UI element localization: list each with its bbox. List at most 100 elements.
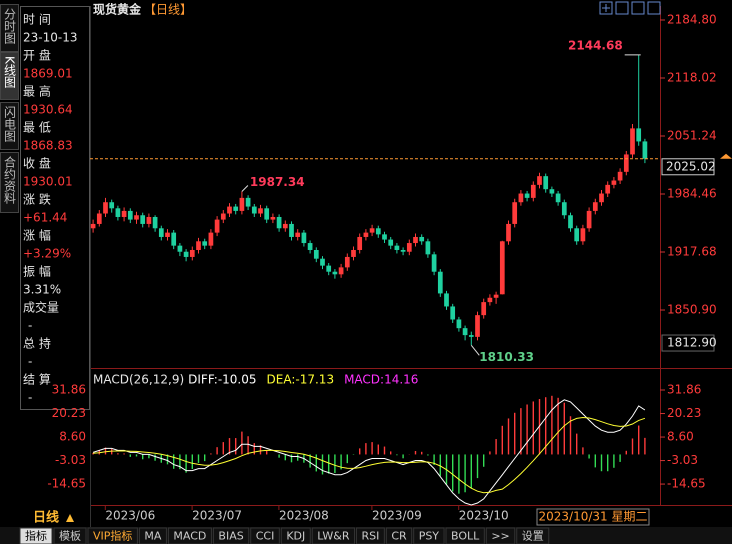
- info-text: 收 盘: [23, 156, 51, 171]
- tab-background[interactable]: [280, 527, 311, 544]
- candle-body: [338, 267, 344, 275]
- tab-label[interactable]: BOLL: [451, 530, 480, 543]
- y-tick-label-left: -3.03: [55, 453, 86, 467]
- tab-background[interactable]: [385, 527, 413, 544]
- y-tick-label: 31.86: [667, 383, 701, 397]
- x-tick-label: 2023/10: [459, 509, 509, 523]
- candle-body: [580, 228, 586, 242]
- sidebar-tab-label[interactable]: 闪电图: [3, 106, 17, 142]
- tab-label[interactable]: 模板: [59, 529, 81, 543]
- sidebar-tab-label[interactable]: K线图: [3, 56, 17, 88]
- tab-label[interactable]: KDJ: [286, 530, 305, 543]
- period-selector[interactable]: 日线: [33, 510, 59, 526]
- tab-label[interactable]: PSY: [419, 530, 440, 543]
- candle-body: [561, 202, 567, 216]
- tab-background[interactable]: [413, 527, 445, 544]
- candle-body: [289, 223, 294, 237]
- tab[interactable]: KDJ: [280, 527, 311, 544]
- tab-background[interactable]: [250, 527, 280, 544]
- candle-body: [406, 243, 412, 252]
- last-price-label: 2025.02: [666, 159, 716, 173]
- tab[interactable]: MACD: [167, 527, 212, 544]
- tab-label[interactable]: CR: [391, 530, 407, 543]
- tab-label[interactable]: >>: [491, 530, 509, 543]
- period-arrow[interactable]: [66, 514, 74, 522]
- candle-body: [245, 197, 251, 207]
- info-text: 1930.01: [23, 175, 73, 189]
- tab-label[interactable]: CCI: [256, 530, 275, 543]
- tab-background[interactable]: [138, 527, 167, 544]
- tab-background[interactable]: [53, 527, 87, 544]
- price-box: [661, 334, 715, 352]
- y-tick-label: 2118.02: [667, 70, 717, 84]
- candle-body: [208, 232, 214, 246]
- candle-body: [400, 249, 406, 252]
- annotation: 2144.68: [568, 38, 623, 52]
- sidebar-tab[interactable]: [0, 52, 19, 100]
- sidebar-tab-label[interactable]: 合约资料: [3, 155, 17, 204]
- tab[interactable]: BOLL: [445, 527, 485, 544]
- icon-crosshair[interactable]: [599, 1, 613, 15]
- tab[interactable]: 指标: [19, 527, 53, 544]
- tab-label[interactable]: BIAS: [218, 530, 243, 543]
- period-title: 【日线】: [144, 3, 192, 17]
- tab-background[interactable]: [19, 527, 53, 544]
- candle-body: [258, 208, 263, 214]
- sidebar-tab[interactable]: [0, 152, 19, 213]
- tab-label[interactable]: LW&R: [317, 530, 350, 543]
- y-tick-label: -14.65: [667, 477, 706, 491]
- tab-label[interactable]: 设置: [522, 530, 544, 543]
- tab[interactable]: CR: [385, 527, 413, 544]
- tab[interactable]: 设置: [516, 527, 550, 544]
- tab[interactable]: PSY: [413, 527, 445, 544]
- toolbar-icons[interactable]: [599, 1, 661, 15]
- tab[interactable]: VIP指标: [87, 527, 138, 544]
- candle-body: [481, 302, 487, 316]
- tab-label[interactable]: RSI: [361, 530, 379, 543]
- tab-background[interactable]: [445, 527, 485, 544]
- icon-settings[interactable]: [647, 1, 661, 15]
- info-text: 开 盘: [23, 48, 51, 63]
- tab-label[interactable]: MACD: [173, 530, 206, 543]
- tab-background[interactable]: [311, 527, 355, 544]
- tab-label[interactable]: 指标: [25, 529, 47, 543]
- info-text: +61.44: [23, 211, 67, 225]
- tab-background[interactable]: [485, 527, 516, 544]
- tab-label[interactable]: VIP指标: [93, 529, 132, 543]
- candle-body: [326, 265, 332, 272]
- icon-zoom[interactable]: [615, 1, 629, 15]
- tab[interactable]: CCI: [250, 527, 280, 544]
- tab-background[interactable]: [87, 527, 138, 544]
- price-box: [661, 158, 715, 176]
- candle-body: [177, 245, 183, 252]
- sidebar-tab[interactable]: [0, 4, 19, 52]
- icon-restore[interactable]: [631, 1, 645, 15]
- y-tick-label: 1850.90: [667, 303, 717, 317]
- tab[interactable]: BIAS: [212, 527, 250, 544]
- tab-background[interactable]: [167, 527, 212, 544]
- tab[interactable]: MA: [138, 527, 167, 544]
- tab[interactable]: LW&R: [311, 527, 355, 544]
- candle-body: [121, 210, 127, 217]
- candle-body: [456, 319, 462, 329]
- info-text: -: [28, 391, 32, 405]
- y-tick-label: 20.23: [667, 406, 701, 420]
- tab[interactable]: >>: [485, 527, 516, 544]
- tab[interactable]: 模板: [53, 527, 87, 544]
- candle-body: [295, 232, 301, 237]
- tab-background[interactable]: [355, 527, 385, 544]
- tab-label[interactable]: MA: [144, 530, 161, 543]
- candle-body: [146, 216, 152, 224]
- candle-body: [363, 232, 369, 237]
- candles: [90, 54, 648, 346]
- tab-background[interactable]: [212, 527, 250, 544]
- candle-body: [90, 223, 96, 229]
- tab[interactable]: RSI: [355, 527, 385, 544]
- tab-background[interactable]: [516, 527, 550, 544]
- candle-body: [549, 189, 555, 194]
- sidebar-tab[interactable]: [0, 102, 19, 150]
- sidebar-tab-label[interactable]: 分时图: [3, 8, 17, 44]
- candle-body: [96, 213, 102, 224]
- candle-body: [493, 294, 499, 298]
- candle-body: [630, 128, 635, 155]
